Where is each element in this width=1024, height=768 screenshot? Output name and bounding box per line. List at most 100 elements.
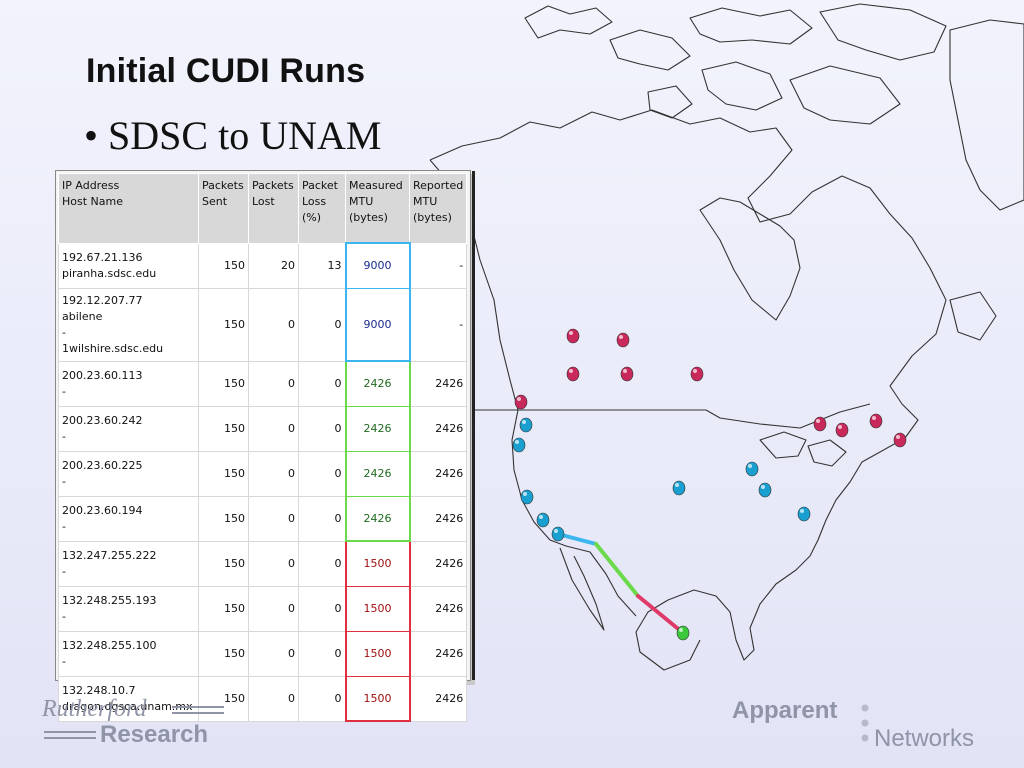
- map-marker-highlight: [693, 369, 697, 373]
- cell-loss: 0: [298, 495, 346, 542]
- apparent-networks-logo: Apparent Networks: [732, 697, 974, 752]
- header-ip-line2: Host Name: [62, 195, 123, 208]
- cell-reported: 2426: [408, 495, 468, 542]
- cell-ip-line: 1wilshire.sdsc.edu: [62, 341, 164, 355]
- cell-lost: 0: [248, 495, 299, 542]
- map-marker-green: [676, 625, 690, 641]
- cell-loss: 13: [298, 242, 346, 289]
- cell-sent: 150: [198, 450, 249, 497]
- cell-sent: 150: [198, 495, 249, 542]
- map-marker-highlight: [896, 435, 900, 439]
- cell-ip-host: 132.247.255.222 -: [58, 540, 199, 587]
- map-marker-highlight: [761, 485, 765, 489]
- cell-reported: 2426: [408, 675, 468, 722]
- logo-networks-text: Networks: [874, 725, 974, 752]
- route-segment-red: [636, 594, 684, 634]
- cell-ip-line: -: [62, 325, 66, 339]
- header-measured: Measured MTU (bytes): [345, 173, 410, 244]
- cell-ip-line: 200.23.60.194: [62, 503, 143, 517]
- cell-reported: 2426: [408, 360, 468, 407]
- cell-sent: 150: [198, 585, 249, 632]
- cell-measured: 2426: [344, 405, 411, 452]
- header-loss: Packet Loss (%): [298, 173, 346, 244]
- cell-measured: 2426: [344, 495, 411, 542]
- cell-reported: -: [408, 242, 468, 289]
- header-ip-line1: IP Address: [62, 179, 120, 192]
- cell-ip-line: 132.248.255.193: [62, 593, 157, 607]
- header-loss-line1: Packet: [302, 179, 338, 192]
- cell-sent: 150: [198, 405, 249, 452]
- cell-ip-host: 200.23.60.242 -: [58, 405, 199, 452]
- header-measured-line3: (bytes): [349, 211, 388, 224]
- cell-measured: 2426: [344, 360, 411, 407]
- cell-lost: 0: [248, 360, 299, 407]
- cell-loss: 0: [298, 630, 346, 677]
- map-marker-highlight: [872, 416, 876, 420]
- bullet-dot-icon: •: [84, 113, 99, 158]
- map-marker-highlight: [800, 509, 804, 513]
- cell-reported: 2426: [408, 405, 468, 452]
- cell-measured: 1500: [344, 585, 411, 632]
- cell-ip-host: 200.23.60.225 -: [58, 450, 199, 497]
- cell-ip-host: 200.23.60.194 -: [58, 495, 199, 542]
- logo-apparent-text: Apparent: [732, 697, 837, 724]
- map-marker-highlight: [623, 369, 627, 373]
- cell-ip-line: 132.248.10.7: [62, 683, 136, 697]
- map-marker-red: [869, 413, 883, 429]
- cell-ip-host: 192.12.207.77 abilene - 1wilshire.sdsc.edu: [58, 287, 199, 362]
- mtu-results-table-window: IP Address Host Name Packets Sent Packets L…: [55, 170, 475, 722]
- map-marker-blue: [536, 512, 550, 528]
- cell-lost: 0: [248, 675, 299, 722]
- cell-ip-line: -: [62, 384, 66, 398]
- cell-measured: 9000: [344, 242, 411, 289]
- cell-sent: 150: [198, 242, 249, 289]
- cell-lost: 0: [248, 585, 299, 632]
- header-reported: Reported MTU (bytes): [408, 173, 468, 244]
- cell-measured: 2426: [344, 450, 411, 497]
- slide-bullet: • SDSC to UNAM: [84, 112, 381, 159]
- table-row: 132.247.255.222-150 0 0 1500 2426: [58, 540, 468, 587]
- table-row: 132.248.255.193-150 0 0 1500 2426: [58, 585, 468, 632]
- cell-loss: 0: [298, 585, 346, 632]
- cell-ip-line: -: [62, 429, 66, 443]
- header-lost: Packets Lost: [248, 173, 299, 244]
- cell-reported: 2426: [408, 450, 468, 497]
- map-marker-blue: [519, 417, 533, 433]
- cell-loss: 0: [298, 540, 346, 587]
- slide-title: Initial CUDI Runs: [86, 52, 366, 90]
- cell-lost: 0: [248, 540, 299, 587]
- cell-ip-line: 132.247.255.222: [62, 548, 157, 562]
- logo-research-text: Research: [100, 721, 208, 748]
- table-row: 200.23.60.113-150 0 0 2426 2426: [58, 360, 468, 407]
- map-marker-highlight: [838, 425, 842, 429]
- cell-lost: 0: [248, 287, 299, 362]
- cell-ip-host: 132.248.255.100 -: [58, 630, 199, 677]
- cell-ip-line: -: [62, 654, 66, 668]
- table-row: 200.23.60.194-150 0 0 2426 2426: [58, 495, 468, 542]
- route-segment-green: [594, 542, 640, 598]
- map-marker-red: [813, 416, 827, 432]
- table-header-row: IP Address Host Name Packets Sent Packets L…: [58, 173, 468, 244]
- cell-sent: 150: [198, 287, 249, 362]
- map-marker-red: [690, 366, 704, 382]
- header-lost-line2: Lost: [252, 195, 275, 208]
- map-marker-highlight: [554, 529, 558, 533]
- cell-ip-line: -: [62, 564, 66, 578]
- cell-ip-line: abilene: [62, 309, 103, 323]
- cell-lost: 0: [248, 630, 299, 677]
- cell-lost: 0: [248, 450, 299, 497]
- header-reported-line3: (bytes): [413, 211, 452, 224]
- header-sent-line1: Packets: [202, 179, 244, 192]
- table-row: 192.12.207.77 abilene -1wilshire.sdsc.edu 1…: [58, 287, 468, 362]
- cell-reported: 2426: [408, 540, 468, 587]
- header-measured-line2: MTU: [349, 195, 374, 208]
- cell-measured: 9000: [344, 287, 411, 362]
- map-marker-highlight: [675, 483, 679, 487]
- cell-reported: 2426: [408, 585, 468, 632]
- cell-ip-line: -: [62, 474, 66, 488]
- cell-ip-line: -: [62, 609, 66, 623]
- header-reported-line1: Reported: [413, 179, 464, 192]
- cell-ip-host: 132.248.255.193 -: [58, 585, 199, 632]
- map-marker-highlight: [569, 331, 573, 335]
- cell-loss: 0: [298, 360, 346, 407]
